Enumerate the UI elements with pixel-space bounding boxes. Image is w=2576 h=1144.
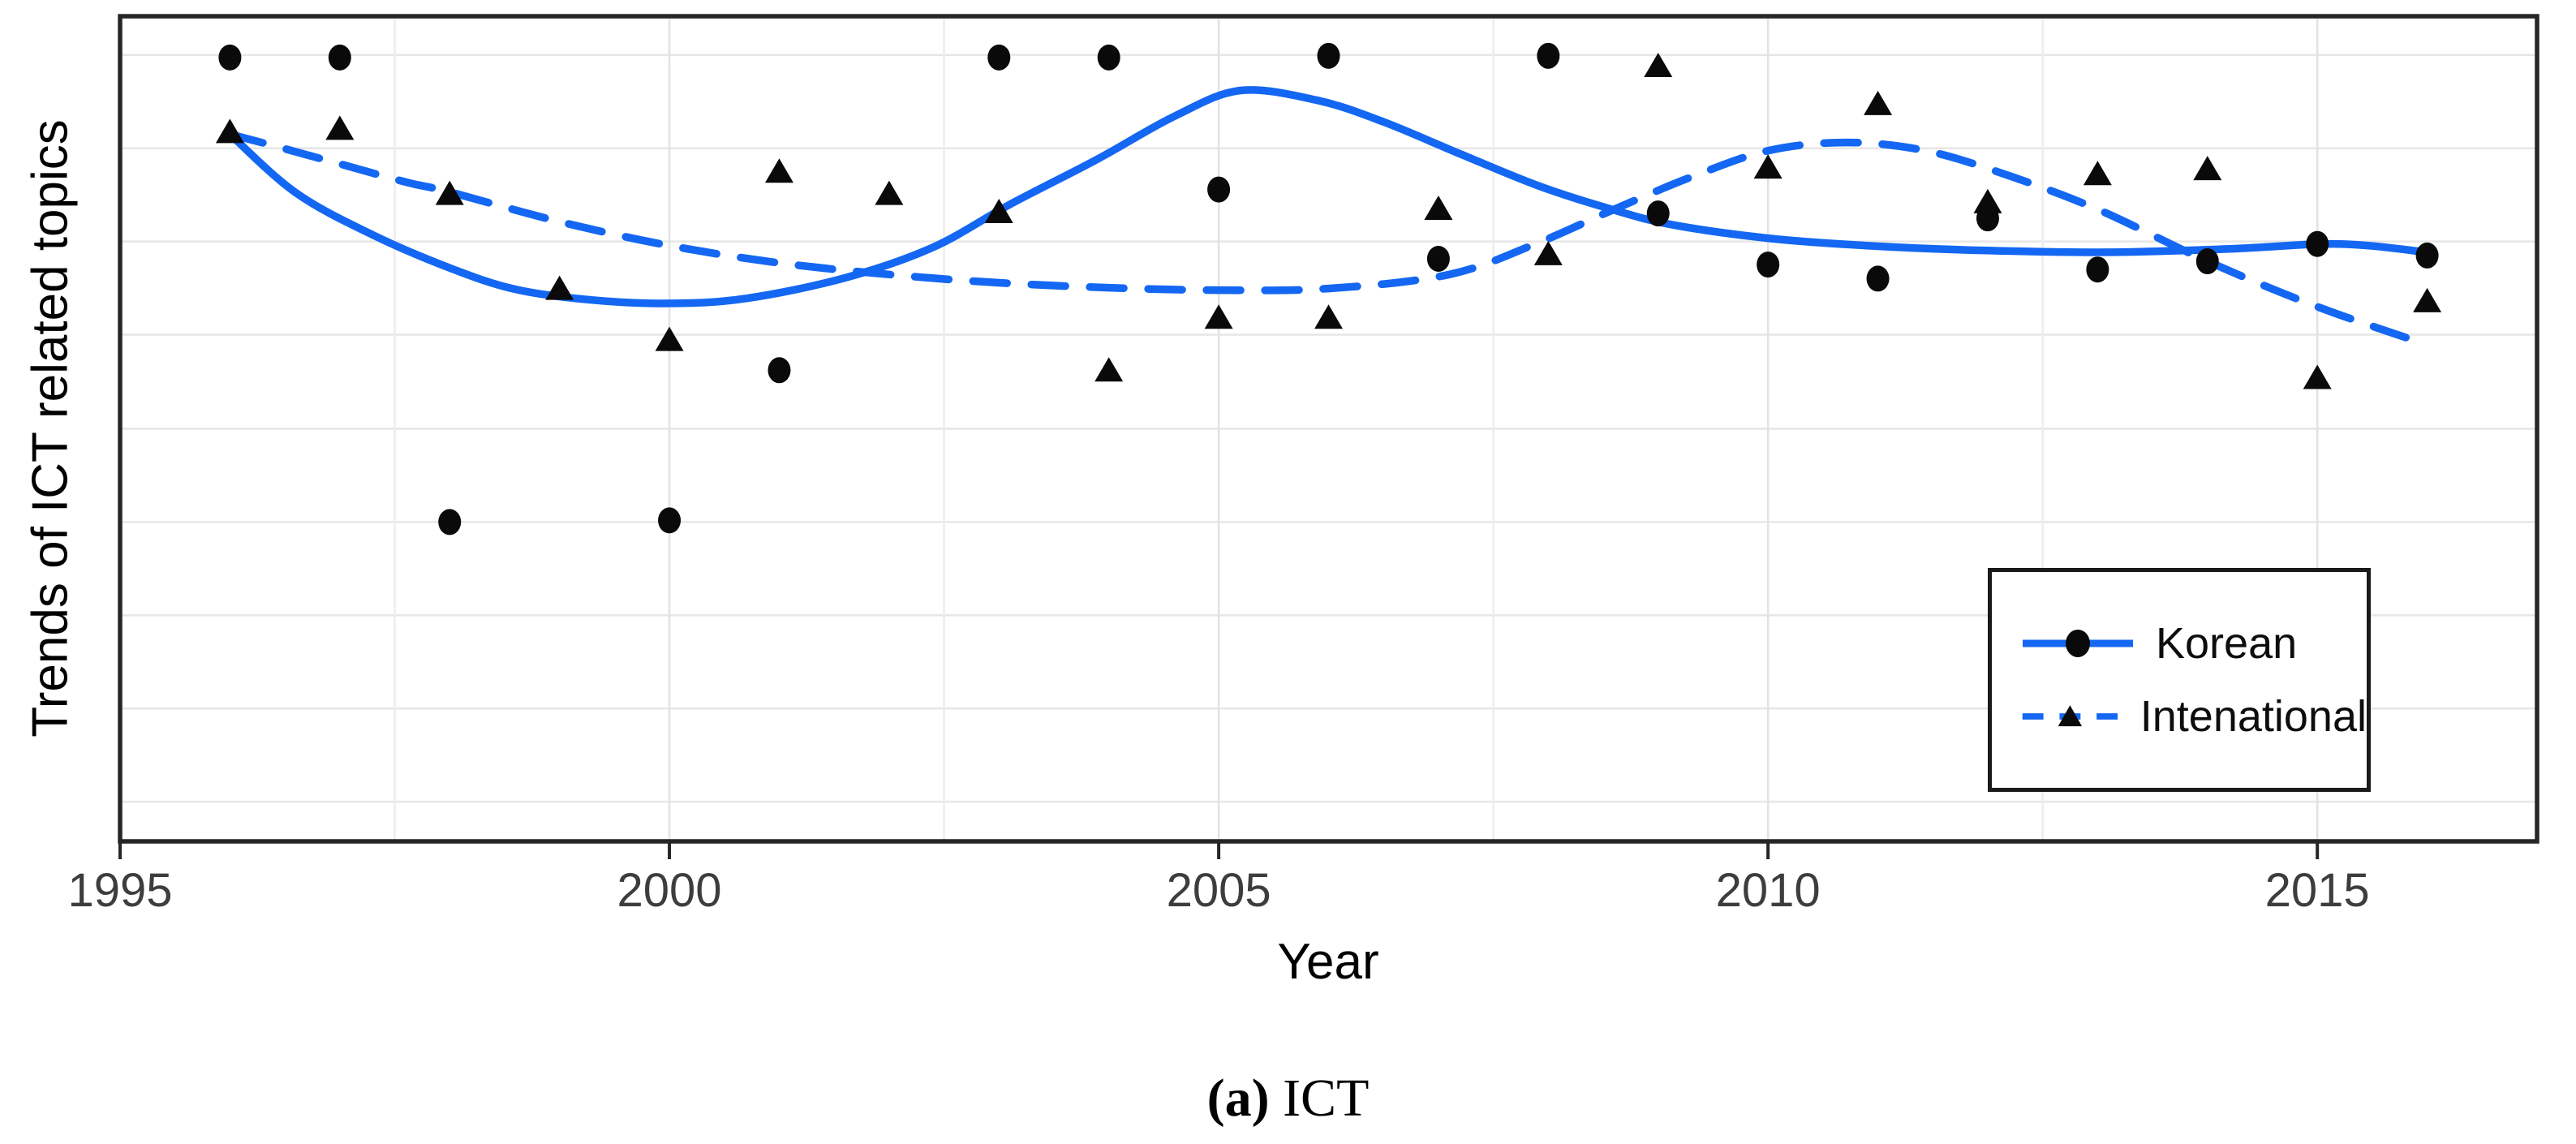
intenational-point-2005: [1204, 304, 1233, 329]
korean-point-2016: [2415, 242, 2439, 269]
korean-point-2000: [658, 507, 682, 534]
trend-line-intenational: [226, 130, 2432, 349]
intenational-point-2010: [1753, 154, 1783, 179]
korean-point-1996: [218, 44, 242, 71]
intenational-point-2016: [2413, 287, 2442, 312]
intenational-point-1998: [435, 180, 464, 205]
korean-point-2012: [1976, 205, 1999, 232]
legend-row-korean: Korean: [2021, 621, 2367, 665]
intenational-dashed-line-triangle-icon: [2022, 705, 2118, 727]
intenational-point-1996: [215, 118, 244, 144]
korean-point-2010: [1757, 252, 1780, 278]
intenational-point-2009: [1644, 53, 1673, 78]
korean-point-2006: [1317, 42, 1340, 69]
caption-text: ICT: [1269, 1069, 1370, 1128]
korean-point-2003: [987, 44, 1011, 71]
x-tick-label-2010: 2010: [1715, 864, 1821, 917]
intenational-point-2014: [2193, 156, 2222, 181]
x-tick-label-2015: 2015: [2264, 864, 2370, 917]
korean-point-2011: [1866, 265, 1890, 292]
x-tick-label-1995: 1995: [67, 864, 173, 917]
korean-point-2009: [1646, 200, 1670, 227]
korean-point-2007: [1426, 245, 1450, 272]
y-axis-title: Trends of ICT related topics: [22, 119, 79, 738]
korean-point-1998: [438, 509, 462, 535]
intenational-point-2015: [2303, 364, 2332, 389]
intenational-point-2003: [984, 199, 1013, 224]
x-axis-title: Year: [1277, 934, 1379, 990]
korean-point-2004: [1097, 44, 1120, 71]
figure-caption: (a) ICT: [0, 1068, 2576, 1129]
intenational-point-2002: [875, 180, 904, 205]
korean-point-2014: [2195, 248, 2219, 275]
intenational-point-2006: [1314, 304, 1343, 329]
korean-point-1997: [328, 44, 351, 71]
korean-point-2013: [2086, 256, 2109, 283]
intenational-point-2001: [764, 158, 793, 183]
legend-label-korean: Korean: [2156, 619, 2298, 668]
panel-border: [118, 14, 2539, 844]
legend-row-intenational: Intenational: [2021, 695, 2367, 738]
korean-point-2008: [1537, 42, 1560, 69]
x-tick-label-2000: 2000: [617, 864, 722, 917]
intenational-point-2011: [1864, 90, 1893, 115]
korean-solid-line-circle-icon: [2023, 630, 2133, 657]
intenational-point-2008: [1533, 240, 1563, 265]
intenational-point-2007: [1424, 195, 1453, 220]
intenational-point-1999: [545, 275, 574, 300]
intenational-point-2004: [1094, 357, 1124, 382]
legend-box: Korean Intenational: [1988, 568, 2371, 792]
intenational-point-2000: [655, 326, 684, 351]
intenational-point-2012: [1973, 188, 2002, 213]
korean-point-2001: [768, 357, 791, 384]
intenational-point-2013: [2083, 161, 2112, 186]
legend-label-intenational: Intenational: [2139, 692, 2367, 741]
caption-label: (a): [1206, 1069, 1270, 1128]
korean-point-2005: [1207, 176, 1231, 203]
korean-point-2015: [2306, 230, 2329, 257]
x-tick-label-2005: 2005: [1166, 864, 1271, 917]
intenational-point-1997: [325, 115, 355, 140]
